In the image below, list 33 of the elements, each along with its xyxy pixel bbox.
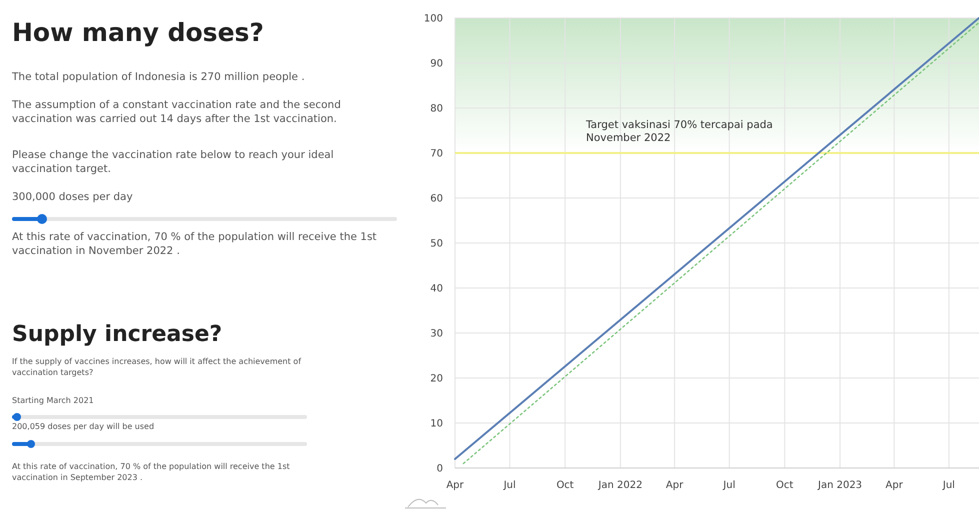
y-tick-label: 70 [430, 148, 443, 160]
text: Starting March 2021 [12, 396, 95, 407]
y-tick-label: 0 [436, 464, 443, 474]
text: At this rate of vaccination, 70 % of the population will receive the 1st vaccination in September 2023 . [12, 462, 291, 484]
x-tick-label: Apr [446, 480, 465, 491]
y-tick-label: 10 [430, 418, 443, 430]
x-tick-label: Jan 2023 [817, 480, 862, 491]
x-tick-label: Jul [722, 480, 736, 491]
x-tick-label: Oct [556, 480, 574, 491]
text: The assumption of a constant vaccination rate and the second vaccination was carried out 14 days after the 1st vaccination. [12, 98, 342, 126]
text: Please change the vaccination rate below to reach your ideal vaccination target. [12, 148, 335, 176]
text: How many doses? [12, 18, 264, 47]
y-tick-label: 80 [430, 104, 443, 114]
x-tick-label: Oct [776, 480, 794, 491]
y-tick-label: 100 [424, 14, 443, 24]
text: Supply increase? [12, 322, 222, 347]
text: At this rate of vaccination, 70 % of the population will receive the 1st vaccination in November 2022 . [12, 230, 378, 258]
y-tick-label: 40 [430, 284, 443, 294]
y-tick-label: 20 [430, 374, 443, 384]
x-tick-label: Apr [666, 480, 684, 491]
text: The total population of Indonesia is 270 million people . [12, 70, 306, 84]
text: If the supply of vaccines increases, how will it affect the achievement of vaccination targets? [12, 357, 302, 379]
x-tick-label: Jul [502, 480, 516, 491]
ref-line-label: Target vaksinasi 70% tercapai pada November 2022 [585, 119, 773, 144]
y-tick-label: 30 [430, 328, 443, 340]
y-tick-label: 60 [430, 194, 443, 204]
x-tick-label: Jul [942, 480, 955, 491]
y-tick-label: 90 [430, 58, 443, 70]
text: 300,000 doses per day [12, 190, 134, 204]
y-tick-label: 50 [430, 238, 443, 250]
text: 200,059 doses per day will be used [12, 422, 156, 433]
x-tick-label: Jan 2022 [597, 480, 642, 491]
x-tick-label: Apr [886, 480, 904, 491]
